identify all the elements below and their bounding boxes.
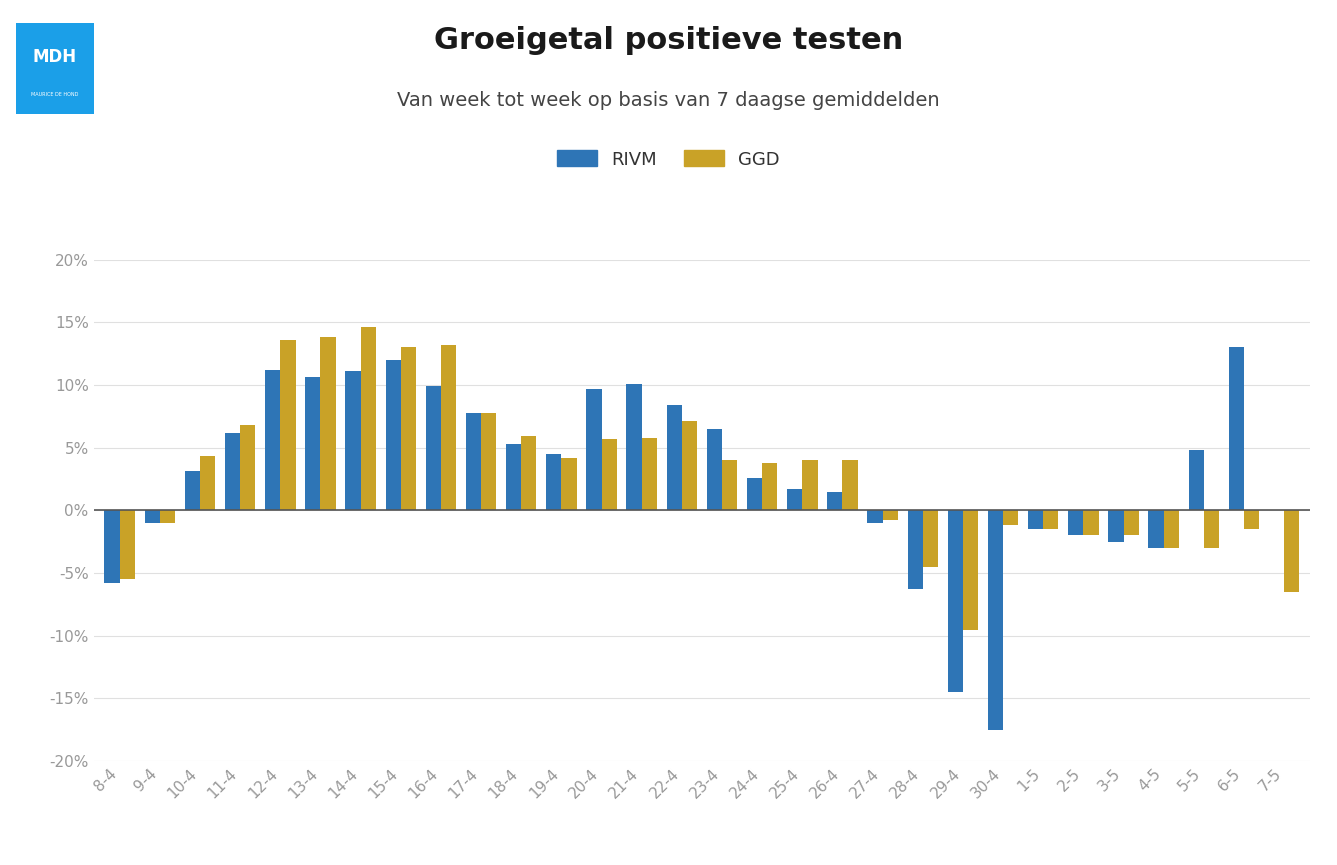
Text: Van week tot week op basis van 7 daagse gemiddelden: Van week tot week op basis van 7 daagse … xyxy=(397,91,940,110)
Bar xyxy=(642,438,656,510)
Bar xyxy=(802,460,817,510)
Bar xyxy=(707,429,722,510)
Bar xyxy=(787,489,802,510)
Bar xyxy=(201,457,215,510)
Bar xyxy=(465,413,481,510)
Bar xyxy=(425,386,441,510)
Bar xyxy=(305,377,321,510)
Bar xyxy=(144,510,160,522)
Bar xyxy=(321,337,336,510)
Bar xyxy=(1028,510,1043,529)
Bar xyxy=(521,436,536,510)
Bar xyxy=(120,510,135,580)
Text: MDH: MDH xyxy=(32,48,78,66)
Bar xyxy=(281,340,295,510)
Bar xyxy=(627,384,642,510)
Bar xyxy=(963,510,979,630)
Bar xyxy=(842,460,858,510)
Bar xyxy=(988,510,1003,730)
Bar xyxy=(1123,510,1139,535)
Bar xyxy=(868,510,882,522)
Bar xyxy=(185,471,201,510)
Bar xyxy=(762,463,777,510)
Bar xyxy=(1003,510,1019,525)
Bar xyxy=(1189,450,1203,510)
Bar xyxy=(908,510,923,589)
Bar xyxy=(923,510,939,567)
Bar xyxy=(747,477,762,510)
Bar xyxy=(481,413,496,510)
Bar xyxy=(1203,510,1219,548)
Bar xyxy=(1083,510,1099,535)
Bar xyxy=(1043,510,1059,529)
Bar xyxy=(361,327,376,510)
Bar xyxy=(545,454,562,510)
Text: MAURICE DE HOND: MAURICE DE HOND xyxy=(31,92,79,97)
Bar xyxy=(104,510,120,583)
Bar xyxy=(602,439,616,510)
Bar xyxy=(1163,510,1179,548)
Bar xyxy=(562,458,576,510)
Bar xyxy=(1284,510,1300,592)
Bar xyxy=(667,405,682,510)
Text: Groeigetal positieve testen: Groeigetal positieve testen xyxy=(435,26,902,55)
Bar xyxy=(1068,510,1083,535)
Bar xyxy=(1229,347,1243,510)
Bar xyxy=(1243,510,1259,529)
Bar xyxy=(1108,510,1123,541)
Bar xyxy=(722,460,737,510)
Bar xyxy=(948,510,963,692)
Bar xyxy=(160,510,175,522)
Legend: RIVM, GGD: RIVM, GGD xyxy=(550,143,787,176)
Bar xyxy=(505,444,521,510)
Bar xyxy=(828,491,842,510)
Bar xyxy=(225,432,241,510)
Bar xyxy=(882,510,898,521)
Bar xyxy=(345,371,361,510)
Bar xyxy=(401,347,416,510)
Bar xyxy=(385,360,401,510)
Bar xyxy=(682,421,697,510)
Bar xyxy=(241,425,255,510)
Bar xyxy=(587,388,602,510)
Bar xyxy=(441,345,456,510)
Bar xyxy=(265,370,281,510)
Bar xyxy=(1148,510,1163,548)
